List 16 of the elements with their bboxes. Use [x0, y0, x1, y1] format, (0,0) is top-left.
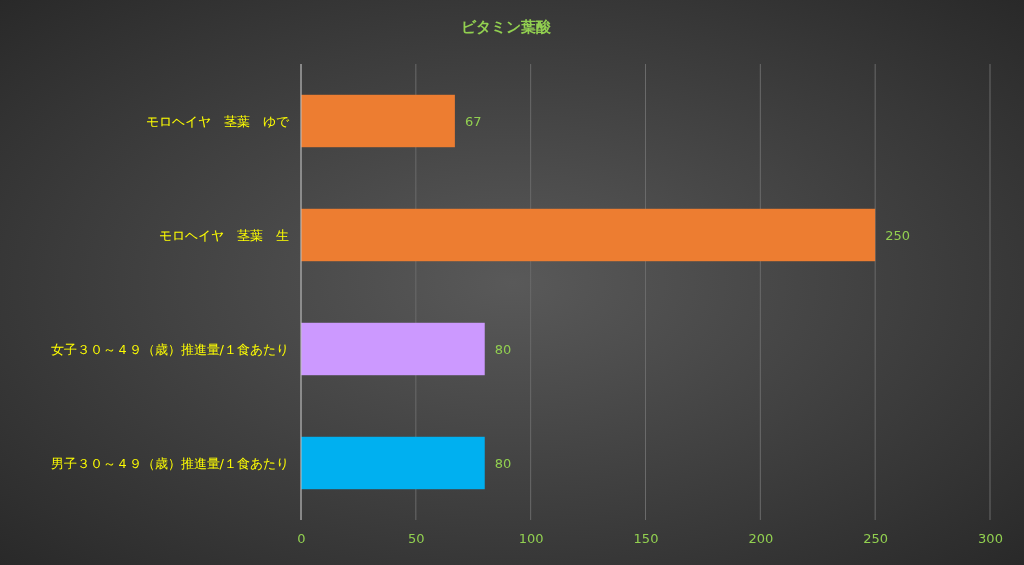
data-label: 67	[464, 113, 482, 129]
x-tick-label: 300	[978, 531, 1003, 547]
y-tick-label: モロヘイヤ 茎葉 生	[159, 227, 289, 243]
x-tick-label: 50	[408, 531, 425, 547]
y-tick-label: 女子３０～４９（歳）推進量/１食あたり	[50, 341, 289, 357]
x-tick-label: 200	[748, 531, 774, 547]
x-tick-label: 0	[297, 531, 306, 547]
y-tick-label: モロヘイヤ 茎葉 ゆで	[146, 113, 290, 129]
chart-title: ビタミン葉酸	[460, 18, 552, 36]
data-label: 250	[885, 227, 910, 243]
y-tick-label: 男子３０～４９（歳）推進量/１食あたり	[50, 455, 289, 471]
data-label: 80	[494, 455, 512, 471]
x-tick-label: 250	[863, 531, 889, 547]
data-label: 80	[494, 341, 512, 357]
x-tick-label: 100	[518, 531, 544, 547]
x-tick-label: 150	[633, 531, 659, 547]
